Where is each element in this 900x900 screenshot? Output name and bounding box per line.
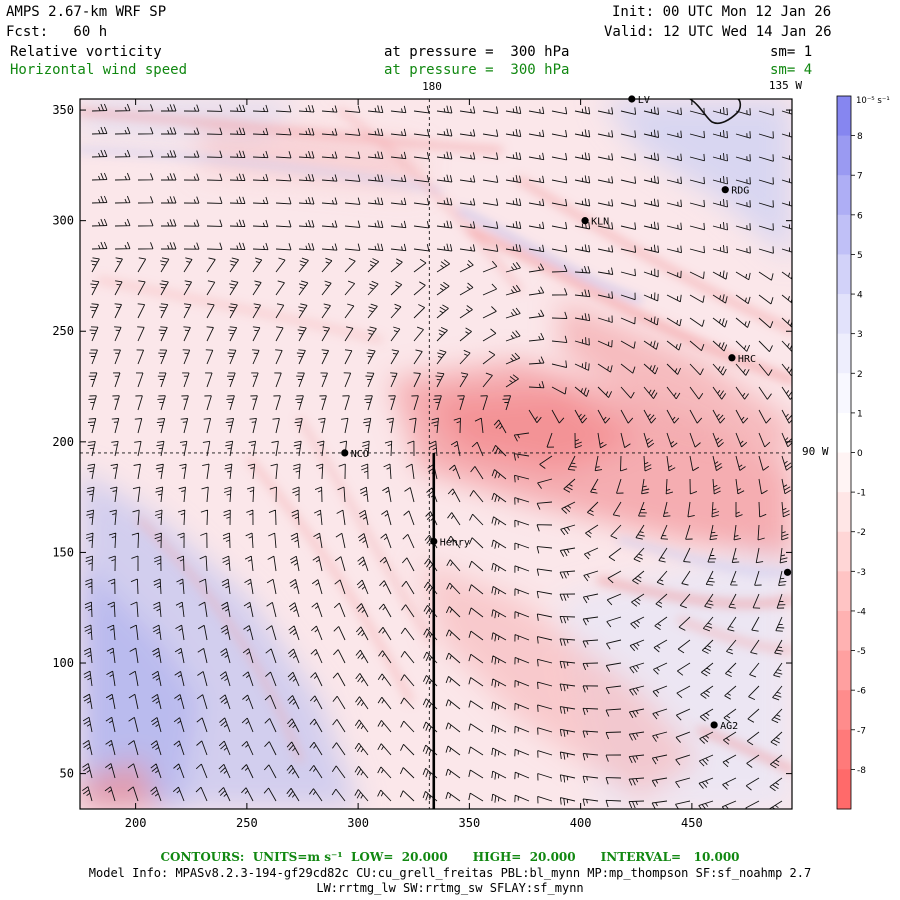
colorbar-swatch xyxy=(837,175,851,216)
station-dot xyxy=(783,568,792,576)
station-dot xyxy=(581,217,589,225)
colorbar-swatch xyxy=(837,492,851,533)
y-tick-label: 200 xyxy=(52,435,74,449)
init-time: Init: 00 UTC Mon 12 Jan 26 xyxy=(612,4,832,20)
colorbar-label: 3 xyxy=(857,330,863,340)
y-tick-label: 250 xyxy=(52,324,74,338)
wind-barbs xyxy=(82,103,792,809)
field1-name: Relative vorticity xyxy=(10,44,162,60)
field2-smoothing: sm= 4 xyxy=(770,62,813,78)
colorbar-swatch xyxy=(837,571,851,612)
colorbar-swatch xyxy=(837,412,851,453)
colorbar-swatch xyxy=(837,690,851,731)
x-tick-label: 400 xyxy=(570,816,592,830)
colorbar-swatch xyxy=(837,135,851,176)
station-dot xyxy=(728,354,736,362)
colorbar-swatch xyxy=(837,96,851,137)
station-dot xyxy=(430,537,438,545)
colorbar-label: 4 xyxy=(857,291,863,301)
y-tick-label: 300 xyxy=(52,214,74,228)
colorbar-label: 6 xyxy=(857,211,863,221)
colorbar-label: -1 xyxy=(857,489,866,499)
colorbar-swatch xyxy=(837,769,851,810)
colorbar-swatch xyxy=(837,452,851,493)
y-tick-label: 100 xyxy=(52,656,74,670)
colorbar-label: -4 xyxy=(857,607,866,617)
model-title: AMPS 2.67-km WRF SP xyxy=(6,4,167,20)
plot-frame xyxy=(79,98,793,810)
station-label: KLN xyxy=(591,217,609,228)
field2-name: Horizontal wind speed xyxy=(10,62,188,78)
colorbar-label: -3 xyxy=(857,568,866,578)
parallel-90w-label: 90 W xyxy=(802,445,829,458)
station-label: RDG xyxy=(731,186,749,197)
y-tick-label: 150 xyxy=(52,545,74,559)
station-label: LV xyxy=(638,95,650,106)
colorbar-swatch xyxy=(837,729,851,770)
colorbar-label: 2 xyxy=(857,370,863,380)
colorbar-label: -2 xyxy=(857,528,866,538)
wind-barb-set xyxy=(82,103,792,809)
station-label: NCO xyxy=(351,449,369,460)
axes: 200 250 300 350 400 450 50 100 150 200 250 300 350 xyxy=(52,99,792,830)
meridian-180-label: 180 xyxy=(422,80,442,93)
colorbar-label: -6 xyxy=(857,687,866,697)
colorbar-swatch xyxy=(837,531,851,572)
valid-time: Valid: 12 UTC Wed 14 Jan 26 xyxy=(604,24,832,40)
colorbar-swatch xyxy=(837,610,851,652)
y-tick-label: 350 xyxy=(52,103,74,117)
x-tick-label: 200 xyxy=(125,816,147,830)
x-tick-label: 350 xyxy=(459,816,481,830)
colorbar-label: 5 xyxy=(857,251,863,261)
station-label: Henry xyxy=(440,537,470,548)
station-dot xyxy=(710,721,718,729)
field2-level: at pressure = 300 hPa xyxy=(384,62,570,78)
colorbar-swatch xyxy=(837,214,851,255)
x-tick-label: 450 xyxy=(681,816,703,830)
station-label: AG2 xyxy=(720,721,738,732)
forecast-hour: Fcst: 60 h xyxy=(6,24,108,40)
colorbar-label: -8 xyxy=(857,766,866,776)
contours-info: CONTOURS: UNITS=m s⁻¹ LOW= 20.000 HIGH= … xyxy=(160,850,740,864)
colorbar-label: -5 xyxy=(857,647,866,657)
vorticity-field xyxy=(80,99,792,809)
coastline xyxy=(689,99,742,125)
colorbar-label: 8 xyxy=(857,132,863,142)
model-info: Model Info: MPASv8.2.3-194-gf29cd82c CU:… xyxy=(88,866,812,880)
station-dot xyxy=(721,186,729,194)
field1-level: at pressure = 300 hPa xyxy=(384,44,570,60)
colorbar-swatch xyxy=(837,650,851,691)
colorbar-unit: 10⁻⁵ s⁻¹ xyxy=(856,96,890,106)
colorbar-label: -7 xyxy=(857,726,866,736)
station-label: HRC xyxy=(738,354,756,365)
field1-smoothing: sm= 1 xyxy=(770,44,813,60)
model-info-physics: LW:rrtmg_lw SW:rrtmg_sw SFLAY:sf_mynn xyxy=(316,881,584,895)
colorbar-label: 1 xyxy=(857,409,863,419)
x-tick-label: 250 xyxy=(236,816,258,830)
colorbar-label: 7 xyxy=(857,172,863,182)
colorbar-swatch xyxy=(837,294,851,335)
colorbar-label: 0 xyxy=(857,449,863,459)
x-tick-label: 300 xyxy=(347,816,369,830)
colorbar-swatch xyxy=(837,373,851,414)
colorbar-swatch xyxy=(837,254,851,295)
y-tick-label: 50 xyxy=(60,767,74,781)
colorbar: 8 7 6 5 4 3 2 1 0 -1 -2 -3 -4 -5 -6 -7 -8 xyxy=(836,95,866,810)
meridian-135w-label: 135 W xyxy=(769,79,802,92)
colorbar-swatch xyxy=(837,333,851,374)
station-dot xyxy=(341,449,349,457)
